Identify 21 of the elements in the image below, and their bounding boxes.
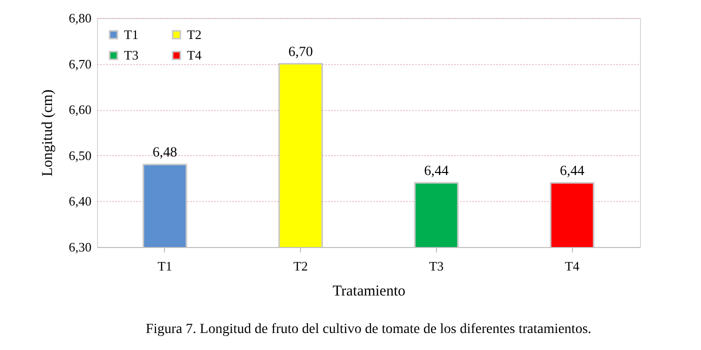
x-tick-label: T4 bbox=[564, 258, 580, 274]
legend-label: T3 bbox=[124, 48, 138, 62]
y-axis-title: Longitud (cm) bbox=[40, 89, 56, 177]
x-axis-title: Tratamiento bbox=[332, 284, 406, 300]
data-label: 6,70 bbox=[288, 44, 313, 60]
x-tick-label: T3 bbox=[429, 258, 444, 274]
data-label: 6,44 bbox=[560, 164, 584, 179]
y-tick-label: 6,40 bbox=[68, 194, 92, 209]
y-tick-label: 6,70 bbox=[68, 56, 92, 72]
y-tick-label: 6,30 bbox=[68, 240, 92, 254]
y-tick-label: 6,60 bbox=[68, 102, 92, 118]
x-tick-label: T1 bbox=[158, 258, 172, 274]
legend-label: T1 bbox=[124, 26, 138, 42]
legend-label: T2 bbox=[187, 26, 202, 42]
text: Figura 7. Longitud de fruto del cultivo de tomate de los diferentes tratamientos. bbox=[146, 322, 592, 337]
x-tick-label: T2 bbox=[293, 258, 308, 274]
legend-label: T4 bbox=[187, 48, 202, 62]
data-label: 6,44 bbox=[424, 164, 449, 179]
y-tick-label: 6,50 bbox=[68, 148, 92, 163]
data-label: 6,48 bbox=[152, 146, 178, 161]
y-tick-label: 6,80 bbox=[68, 10, 92, 26]
